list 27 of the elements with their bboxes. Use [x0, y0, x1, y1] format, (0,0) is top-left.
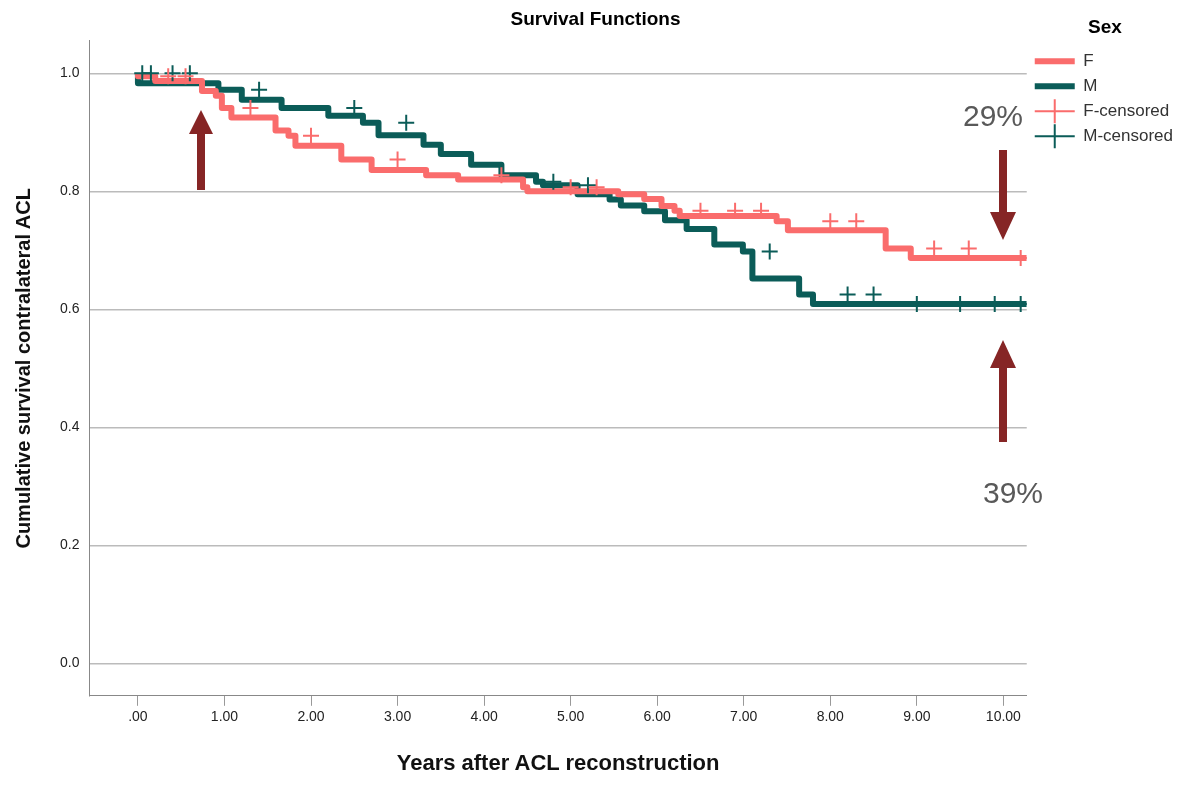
y-tick-label: 0.2: [59, 536, 80, 553]
annotation: 39%: [982, 476, 1044, 510]
x-tick-label: 4.00: [470, 708, 498, 725]
x-tick-label: .00: [128, 708, 148, 725]
chart-title: Survival Functions: [510, 7, 681, 29]
annotation: 29%: [962, 99, 1024, 133]
legend-label: F: [1083, 50, 1094, 70]
legend-label: M: [1083, 75, 1098, 95]
legend-label: M-censored: [1083, 125, 1174, 145]
legend-label: F-censored: [1083, 100, 1170, 120]
y-tick-label: 0.0: [59, 654, 80, 671]
x-tick-label: 6.00: [643, 708, 672, 725]
x-tick-label: 7.00: [730, 708, 758, 725]
x-tick-label: 10.00: [985, 708, 1022, 725]
y-axis-title: Cumulative survival contralateral ACL: [11, 188, 34, 549]
legend-title: Sex: [1087, 15, 1123, 37]
x-tick-label: 2.00: [297, 708, 325, 725]
x-tick-label: 5.00: [557, 708, 585, 725]
y-tick-label: 0.8: [59, 182, 80, 199]
x-tick-label: 9.00: [903, 708, 931, 725]
x-tick-label: 8.00: [816, 708, 845, 725]
x-tick-label: 1.00: [210, 708, 239, 725]
x-tick-label: 3.00: [383, 708, 412, 725]
y-tick-label: 0.6: [59, 300, 80, 317]
y-tick-label: 1.0: [59, 64, 80, 81]
x-axis-title: Years after ACL reconstruction: [396, 749, 720, 775]
y-tick-label: 0.4: [59, 418, 80, 435]
